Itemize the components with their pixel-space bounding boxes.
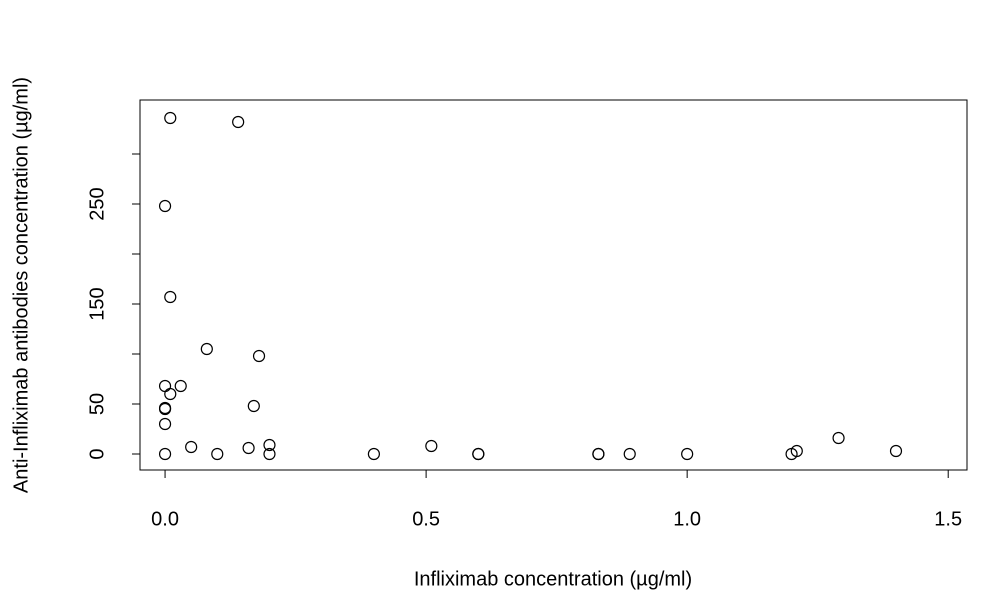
point [232, 115, 245, 129]
x-tick-label: 0.5 [412, 508, 440, 530]
x-tick-label: 0.0 [151, 508, 179, 530]
point [164, 290, 177, 304]
x-axis-label: Infliximab concentration (µg/ml) [414, 568, 692, 590]
y-tick-label: 50 [86, 393, 108, 415]
point [263, 438, 276, 452]
point [472, 447, 485, 461]
point [158, 199, 172, 213]
point [367, 447, 380, 461]
plot-box [139, 99, 968, 471]
point [174, 379, 187, 393]
point [164, 111, 177, 125]
y-tick-label: 250 [86, 187, 108, 220]
point [158, 447, 172, 461]
x-tick-label: 1.0 [673, 508, 701, 530]
point [247, 399, 260, 413]
point [263, 447, 276, 461]
point [623, 447, 636, 461]
point [158, 379, 172, 393]
point [425, 439, 438, 453]
point [592, 447, 605, 461]
x-tick-label: 1.5 [934, 508, 962, 530]
point [158, 402, 172, 416]
y-tick-label: 150 [86, 287, 108, 320]
point [164, 387, 177, 401]
point [211, 447, 224, 461]
point [252, 349, 266, 363]
point [200, 342, 213, 356]
y-tick-label: 0 [86, 448, 108, 459]
y-axis-label: Anti-Infliximab antibodies concentration… [10, 77, 32, 493]
point [158, 401, 172, 415]
point [158, 417, 172, 431]
point [790, 444, 803, 458]
point [185, 440, 198, 454]
point [889, 444, 903, 458]
point [681, 447, 694, 461]
point [832, 431, 845, 445]
point [242, 441, 255, 455]
